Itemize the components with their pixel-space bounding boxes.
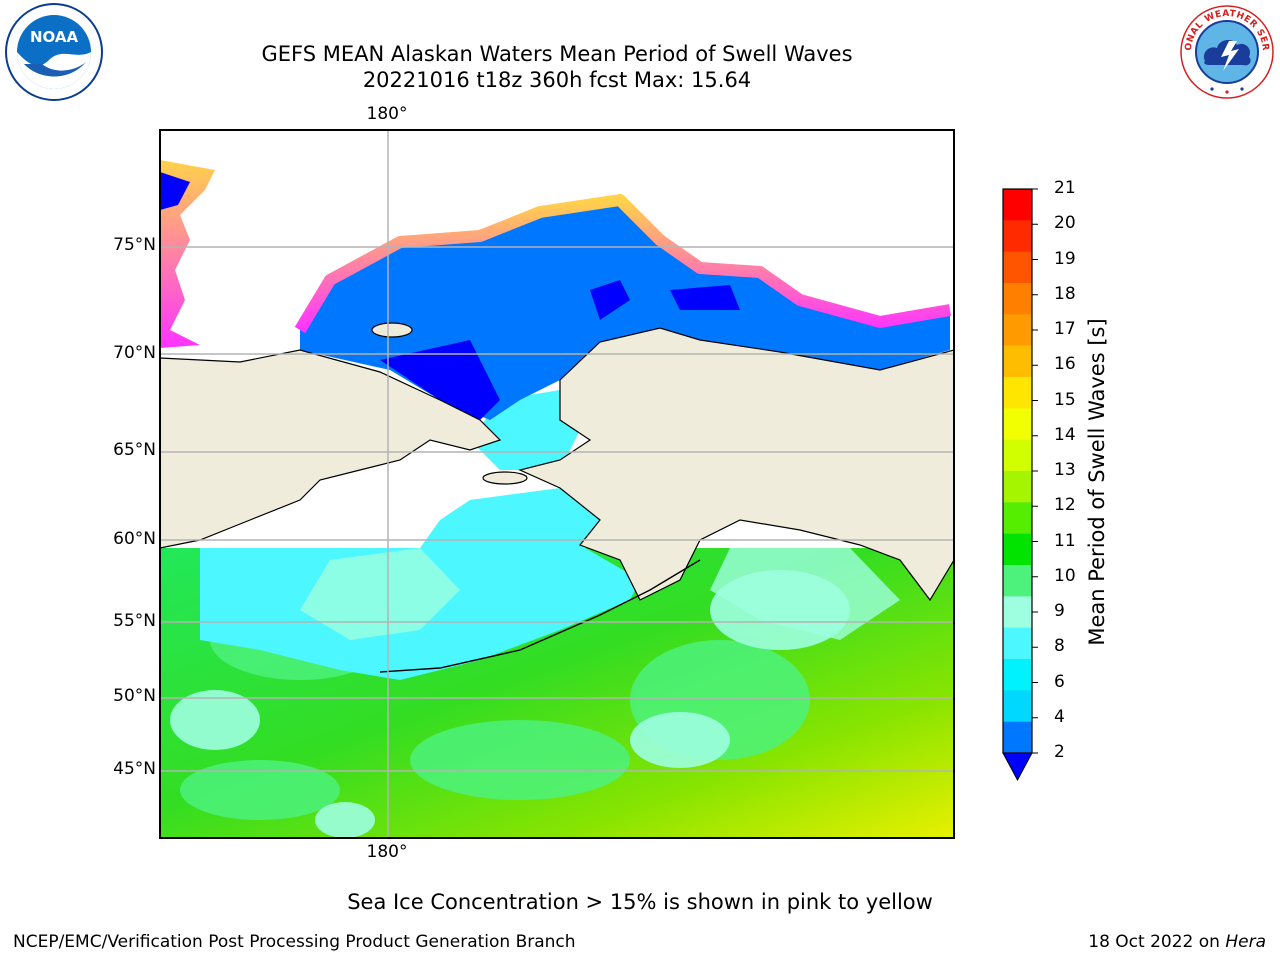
- noaa-logo-text: NOAA: [30, 28, 79, 46]
- siberia-land: [160, 349, 502, 549]
- colorbar-tick-label: 2: [1054, 742, 1065, 762]
- colorbar-cell: [1003, 283, 1032, 315]
- colorbar-cell: [1003, 533, 1032, 566]
- colorbar-cell: [1003, 408, 1032, 441]
- colorbar-cell: [1003, 502, 1032, 535]
- colorbar-tick-label: 16: [1054, 354, 1076, 375]
- colorbar-tick-label: 13: [1054, 460, 1076, 480]
- colorbar-tick-label: 19: [1054, 248, 1076, 269]
- colorbar-tick-label: 15: [1054, 389, 1076, 410]
- colorbar-cell: [1003, 377, 1032, 409]
- st-lawrence-island: [482, 471, 528, 485]
- wrangel-island: [371, 322, 413, 338]
- colorbar-cell: [1003, 659, 1032, 691]
- colorbar-extend-arrow: [1002, 752, 1033, 782]
- lat-label-75: 75°N: [113, 235, 156, 255]
- colorbar-tick-label: 4: [1054, 706, 1065, 727]
- colorbar-cell: [1003, 189, 1032, 221]
- noaa-logo-icon: NOAA: [5, 3, 103, 101]
- colorbar-cell: [1003, 314, 1032, 347]
- colorbar-tick-label: 10: [1054, 565, 1076, 586]
- swell-period-patches: [180, 600, 810, 820]
- colorbar-cell: [1003, 690, 1032, 723]
- colorbar-tick-label: 8: [1054, 636, 1065, 657]
- colorbar-cell: [1003, 251, 1032, 284]
- colorbar-tick-label: 21: [1054, 178, 1076, 198]
- chart-subtitle: 20221016 t18z 360h fcst Max: 15.64: [362, 68, 752, 92]
- colorbar-cell: [1003, 596, 1032, 629]
- colorbar-cell: [1003, 565, 1032, 597]
- colorbar-tick-label: 20: [1054, 213, 1076, 234]
- colorbar-cell: [1003, 439, 1032, 472]
- lat-label-60: 60°N: [113, 529, 156, 549]
- colorbar-tick-label: 14: [1054, 424, 1076, 445]
- colorbar-tick-label: 17: [1054, 319, 1076, 339]
- nws-logo-icon: NATIONAL WEATHER SERVICE: [1177, 3, 1274, 99]
- graticule: [160, 130, 954, 838]
- colorbar-title: Mean Period of Swell Waves [s]: [1085, 318, 1109, 646]
- colorbar-cell: [1003, 721, 1032, 754]
- lon-label-bottom: 180°: [366, 842, 408, 862]
- lat-label-65: 65°N: [113, 440, 156, 460]
- footer-date-host: 18 Oct 2022 on Hera: [1088, 932, 1266, 952]
- colorbar-tick-label: 6: [1054, 671, 1065, 692]
- lon-label-top: 180°: [366, 104, 408, 124]
- lat-label-70: 70°N: [113, 343, 156, 363]
- colorbar-tick-label: 11: [1054, 530, 1076, 551]
- lat-label-50: 50°N: [113, 686, 156, 706]
- alaska-land: [518, 327, 954, 602]
- footer-organization: NCEP/EMC/Verification Post Processing Pr…: [13, 932, 576, 952]
- colorbar-cell: [1003, 627, 1032, 660]
- lat-label-55: 55°N: [113, 611, 156, 631]
- map-frame: [159, 129, 955, 839]
- footer-date: 18 Oct 2022 on: [1088, 932, 1220, 952]
- sea-ice-note: Sea Ice Concentration > 15% is shown in …: [347, 890, 933, 914]
- footer-host: Hera: [1225, 932, 1266, 952]
- colorbar-cell: [1003, 220, 1032, 253]
- colorbar-cell: [1003, 345, 1032, 378]
- colorbar-tick-label: 9: [1054, 601, 1065, 621]
- colorbar-tick-label: 18: [1054, 283, 1076, 304]
- colorbar-tick-label: 12: [1054, 495, 1076, 516]
- colorbar-cell: [1003, 471, 1032, 503]
- chart-title: GEFS MEAN Alaskan Waters Mean Period of …: [261, 42, 853, 66]
- lat-label-45: 45°N: [113, 759, 156, 779]
